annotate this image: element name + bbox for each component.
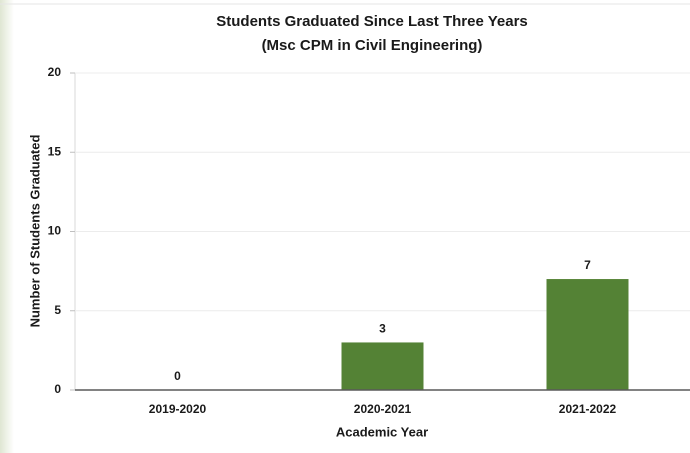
data-label: 7 [584,258,591,272]
data-label: 0 [174,369,181,383]
y-tick-label: 20 [48,65,62,79]
x-tick-label: 2019-2020 [149,402,207,416]
x-tick-label: 2020-2021 [354,402,412,416]
y-tick-label: 0 [54,382,61,396]
bar [341,342,424,390]
chart-subtitle: (Msc CPM in Civil Engineering) [262,37,483,54]
y-tick-label: 10 [48,224,62,238]
y-axis-title: Number of Students Graduated [27,135,42,328]
page-edge [0,0,14,453]
y-tick-label: 5 [54,303,61,317]
x-axis-title: Academic Year [336,424,428,439]
y-tick-label: 15 [48,144,62,158]
bar [546,279,629,390]
x-tick-label: 2021-2022 [559,402,617,416]
data-label: 3 [379,322,386,336]
chart-title: Students Graduated Since Last Three Year… [216,13,528,30]
